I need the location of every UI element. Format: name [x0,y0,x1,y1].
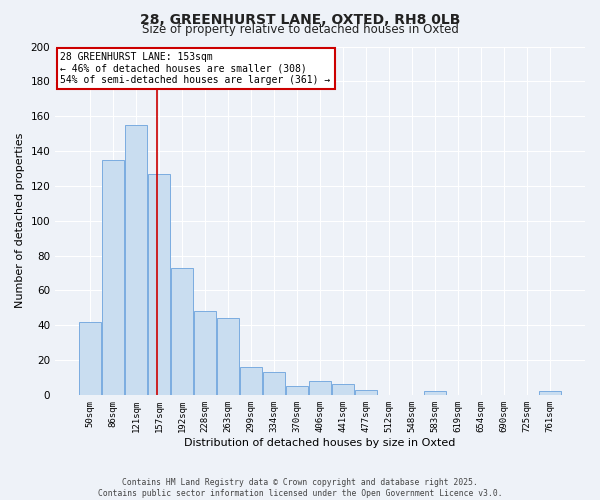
Bar [171,268,193,395]
Bar [309,381,331,395]
Bar [539,392,561,395]
Text: 28, GREENHURST LANE, OXTED, RH8 0LB: 28, GREENHURST LANE, OXTED, RH8 0LB [140,12,460,26]
Bar [125,125,147,395]
Bar [424,392,446,395]
Text: Contains HM Land Registry data © Crown copyright and database right 2025.
Contai: Contains HM Land Registry data © Crown c… [98,478,502,498]
Bar [217,318,239,395]
Bar [194,311,216,395]
Bar [355,390,377,395]
Y-axis label: Number of detached properties: Number of detached properties [15,133,25,308]
Bar [263,372,285,395]
Bar [148,174,170,395]
Bar [286,386,308,395]
X-axis label: Distribution of detached houses by size in Oxted: Distribution of detached houses by size … [184,438,456,448]
Bar [79,322,101,395]
Text: 28 GREENHURST LANE: 153sqm
← 46% of detached houses are smaller (308)
54% of sem: 28 GREENHURST LANE: 153sqm ← 46% of deta… [61,52,331,85]
Bar [332,384,354,395]
Bar [240,367,262,395]
Text: Size of property relative to detached houses in Oxted: Size of property relative to detached ho… [142,22,458,36]
Bar [102,160,124,395]
